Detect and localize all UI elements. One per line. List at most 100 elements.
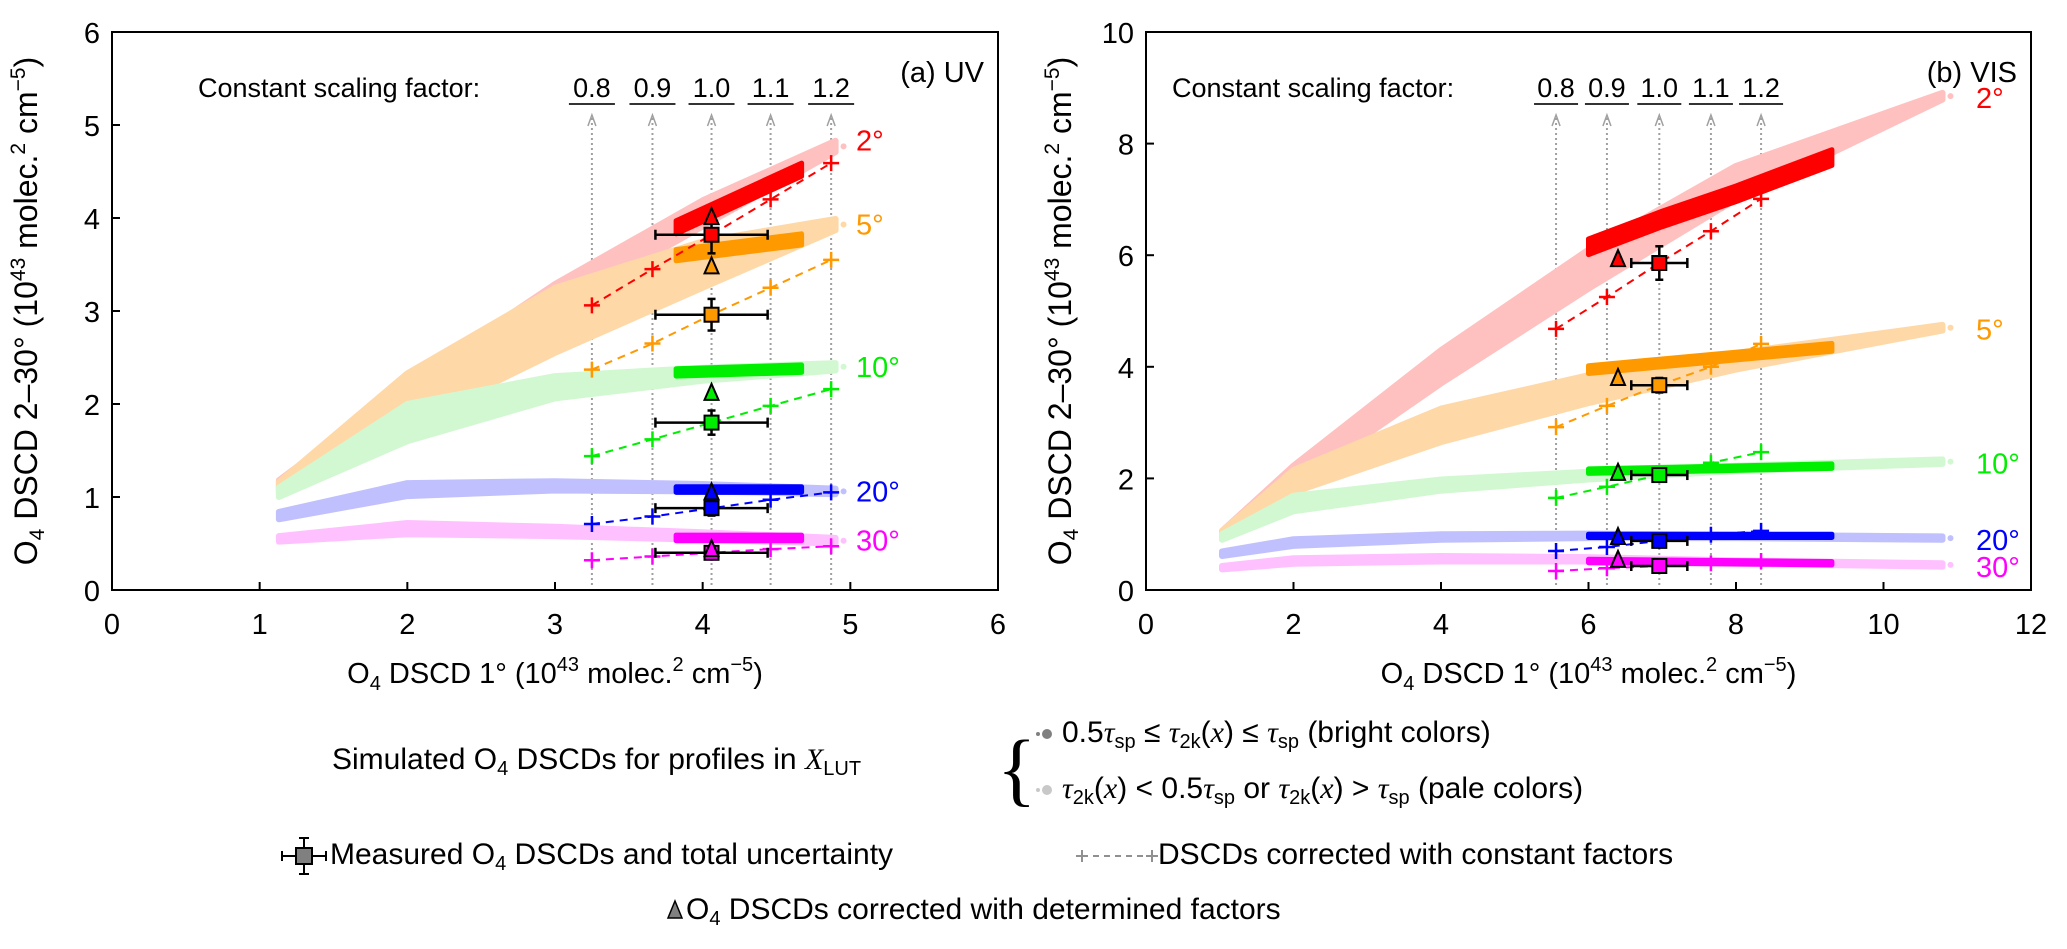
panel-label: (a) UV <box>900 57 984 89</box>
constant-factor-cross <box>1753 190 1770 207</box>
constant-factor-cross <box>583 552 600 569</box>
constant-factor-cross <box>583 361 600 378</box>
t: Measured O <box>330 837 496 871</box>
y-tick-label: 5 <box>84 111 100 143</box>
constant-factor-cross <box>1548 542 1565 559</box>
x-tick-label: 0 <box>1138 609 1154 641</box>
simulated-band-bright-30deg <box>673 532 805 544</box>
constant-factor-cross <box>762 541 779 558</box>
axis-label-part: ) <box>753 658 763 690</box>
constant-factor-line <box>1555 197 1762 330</box>
axis-label-part: cm <box>8 91 44 143</box>
axis-label-part: 43 <box>7 258 30 281</box>
axis-label-part: 2 <box>673 654 684 676</box>
y-tick-label: 2 <box>1118 464 1134 496</box>
scaling-header: Constant scaling factor: <box>198 73 480 103</box>
simulated-band-bright-20deg <box>673 484 805 495</box>
axis-label-part: ) <box>1787 658 1797 690</box>
determined-triangle-5deg <box>1609 366 1627 386</box>
scaling-factor-label: 1.2 <box>1742 73 1780 103</box>
band-end-dot <box>1947 458 1954 465</box>
simulated-band-pale-10deg <box>1219 456 1946 543</box>
subscript: 2k <box>1179 731 1201 753</box>
axis-label-part: molec. <box>579 658 672 690</box>
t: τ <box>1278 772 1290 805</box>
constant-factor-cross <box>1548 563 1565 580</box>
scaling-factor-label: 1.2 <box>812 73 850 103</box>
constant-factor-cross <box>1702 454 1719 471</box>
guide-arrow-icon <box>1756 112 1766 127</box>
scaling-factor-label: 1.1 <box>1692 73 1730 103</box>
simulated-band-bright-2deg <box>1586 147 1835 258</box>
series-label-10deg: 10° <box>1976 449 2020 481</box>
simulated-band-pale-10deg <box>275 360 839 500</box>
simulated-band-pale-5deg <box>1219 321 1946 541</box>
x-tick-label: 6 <box>1580 609 1596 641</box>
band-end-dot <box>1947 535 1954 542</box>
y-tick-label: 1 <box>84 483 100 515</box>
constant-factor-cross <box>823 155 840 172</box>
constant-factor-cross <box>762 191 779 208</box>
guide-arrow-icon <box>706 112 717 127</box>
band-end-dot <box>1947 324 1954 331</box>
subscript: LUT <box>823 758 862 780</box>
constant-factor-cross <box>1598 289 1615 306</box>
series-label-10deg: 10° <box>856 352 900 384</box>
subscript: 2k <box>1289 787 1311 809</box>
scaling-factor-label: 0.9 <box>1588 73 1626 103</box>
axis-label-part: 4 <box>1060 528 1083 540</box>
determined-triangle-20deg <box>702 480 721 501</box>
scaling-factor-label: 1.0 <box>693 73 731 103</box>
legend-simulated: Simulated O4 DSCDs for profiles in XLUT <box>332 743 861 781</box>
series-label-20deg: 20° <box>1976 525 2020 557</box>
axis-label-part: 43 <box>557 654 579 676</box>
axis-label-part: 4 <box>1403 673 1414 695</box>
constant-factor-cross <box>823 381 840 398</box>
y-tick-label: 6 <box>84 18 100 50</box>
axis-label-part: O <box>347 658 370 690</box>
axis-label-part: DSCD 1° (10 <box>381 658 557 690</box>
axis-label-part: DSCD 1° (10 <box>1414 658 1590 690</box>
legend-simulated-text-a: Simulated O <box>332 743 498 776</box>
axis-label-part: 2 <box>1041 143 1064 155</box>
constant-factor-cross <box>823 251 840 268</box>
y-tick-label: 6 <box>1118 241 1134 273</box>
band-end-dot <box>1947 93 1954 100</box>
constant-factor-cross <box>1753 335 1770 352</box>
x-tick-label: 12 <box>2015 609 2047 641</box>
band-end-dot <box>840 488 847 495</box>
scaling-factor-label: 0.8 <box>1537 73 1575 103</box>
band-end-dot <box>1947 561 1954 568</box>
constant-factor-cross <box>583 515 600 532</box>
axis-label-part: 43 <box>1590 654 1612 676</box>
bright-marker-icon <box>1036 729 1054 740</box>
t: τ <box>1377 772 1389 805</box>
t: ≤ <box>1242 716 1259 749</box>
t: τ <box>1168 716 1180 749</box>
subscript: 4 <box>495 852 507 875</box>
constant-factor-cross <box>1598 560 1615 577</box>
axis-label-part: DSCD 2–30° (10 <box>1042 281 1078 529</box>
constant-factor-cross <box>1753 552 1770 569</box>
constant-factor-line <box>591 491 832 525</box>
constant-factor-cross <box>1548 320 1565 337</box>
band-end-dot <box>840 363 847 370</box>
axis-label-part: ) <box>8 57 44 68</box>
guide-arrow-icon <box>826 112 836 127</box>
constant-factor-cross <box>1753 444 1770 461</box>
t: τ <box>1203 772 1214 805</box>
y-tick-label: 0 <box>1118 576 1134 608</box>
measured-square-20deg <box>1651 532 1668 549</box>
y-tick-label: 8 <box>1118 130 1134 162</box>
series-label-2deg: 2° <box>856 125 884 157</box>
measured-square-20deg <box>703 500 720 517</box>
subscript: sp <box>1213 787 1235 809</box>
y-tick-label: 2 <box>84 390 100 422</box>
subscript: sp <box>1388 787 1410 809</box>
constant-factor-cross <box>644 335 661 352</box>
t: (bright colors) <box>1307 716 1491 749</box>
legend-pale: τ2k(x) < 0.5τsp or τ2k(x) > τsp (pale co… <box>1036 772 1583 810</box>
series-label-30deg: 30° <box>856 526 900 558</box>
scaling-header: Constant scaling factor: <box>1172 73 1454 103</box>
constant-factor-line <box>1555 342 1762 429</box>
